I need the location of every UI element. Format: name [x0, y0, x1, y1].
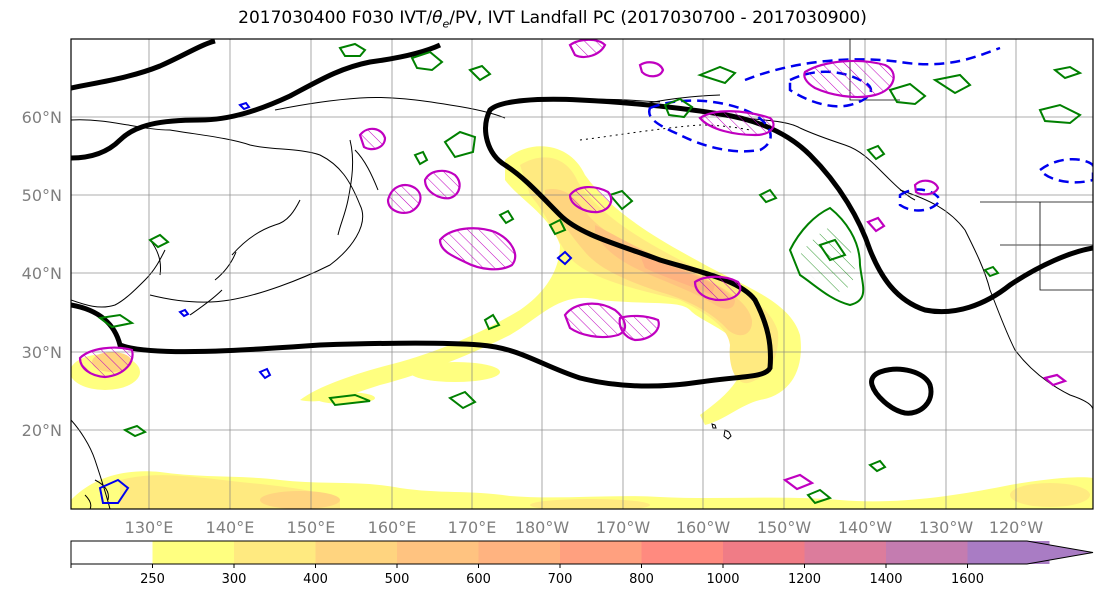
- lat-label-40: 40°N: [22, 264, 62, 283]
- lat-label-20: 20°N: [22, 421, 62, 440]
- lon-label-170w: 170°W: [596, 518, 651, 537]
- lon-label-140w: 140°W: [838, 518, 893, 537]
- colorbar-label: 1000: [706, 572, 739, 587]
- graticule: [71, 39, 1093, 509]
- map-content: [71, 39, 1093, 509]
- colorbar-segment: [886, 541, 968, 564]
- map-frame: [70, 38, 1094, 510]
- lon-label-120w: 120°W: [989, 518, 1044, 537]
- colorbar-label: 1200: [788, 572, 821, 587]
- lat-label-30: 30°N: [22, 343, 62, 362]
- colorbar-segment: [71, 541, 153, 564]
- colorbar-segment: [397, 541, 479, 564]
- colorbar-label: 700: [548, 572, 573, 587]
- lon-label-160w: 160°W: [676, 518, 731, 537]
- lon-label-180w: 180°W: [515, 518, 570, 537]
- colorbar-label: 600: [466, 572, 491, 587]
- lon-label-170e: 170°E: [448, 518, 497, 537]
- longitude-labels: 130°E 140°E 150°E 160°E 170°E 180°W 170°…: [125, 518, 1044, 537]
- colorbar-extend-arrow: [967, 541, 1093, 564]
- colorbar-label: 300: [222, 572, 247, 587]
- lat-label-50: 50°N: [22, 186, 62, 205]
- colorbar-label: 800: [629, 572, 654, 587]
- colorbar-segment: [234, 541, 316, 564]
- colorbar-label: 500: [385, 572, 410, 587]
- lon-label-160e: 160°E: [368, 518, 417, 537]
- colorbar-segment: [478, 541, 561, 564]
- colorbar-segment: [152, 541, 235, 564]
- lon-label-150w: 150°W: [757, 518, 812, 537]
- lon-label-130e: 130°E: [125, 518, 174, 537]
- pv-negative-solid: [98, 101, 573, 504]
- colorbar-outline: [70, 540, 1094, 565]
- colorbar-segment: [723, 541, 805, 564]
- lon-label-130w: 130°W: [919, 518, 974, 537]
- colorbar-segment: [641, 541, 724, 564]
- theta-e-contours: [97, 42, 1083, 505]
- colorbar-label: 1600: [951, 572, 984, 587]
- theta-e-hatched: [800, 225, 855, 292]
- colorbar-segment: [804, 541, 887, 564]
- colorbar-segment: [560, 541, 642, 564]
- lon-label-140e: 140°E: [206, 518, 255, 537]
- colorbar-label: 400: [303, 572, 328, 587]
- lon-label-150e: 150°E: [287, 518, 336, 537]
- colorbar-segment: [315, 541, 398, 564]
- pv-contours: [78, 39, 1068, 491]
- lat-label-60: 60°N: [22, 108, 62, 127]
- colorbar: 250 300 400 500 600 700 800 1000 1200 1400 1600: [70, 540, 1094, 587]
- latitude-labels: 60°N 50°N 40°N 30°N 20°N: [22, 108, 62, 440]
- colorbar-label: 1400: [869, 572, 902, 587]
- ivt-landfall-contours: [71, 39, 1093, 416]
- map-title: 2017030400 F030 IVT/θe/PV, IVT Landfall …: [238, 8, 867, 31]
- colorbar-label: 250: [140, 572, 165, 587]
